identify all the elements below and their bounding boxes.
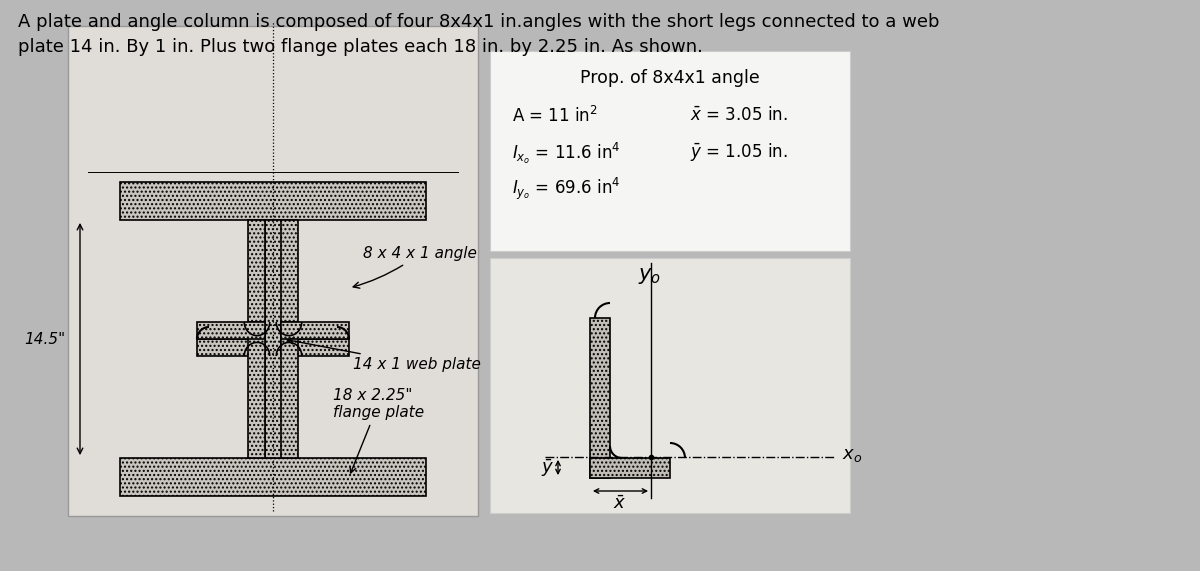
Bar [265,220,282,458]
Text: $y_o$: $y_o$ [638,266,661,286]
Text: $\bar{x}$: $\bar{x}$ [613,495,626,513]
Text: $\bar{y}$ = 1.05 in.: $\bar{y}$ = 1.05 in. [690,141,787,163]
Text: $\bar{x}$ = 3.05 in.: $\bar{x}$ = 3.05 in. [690,106,787,124]
Bar [120,458,426,496]
Bar [248,322,265,458]
Bar [248,220,265,356]
Text: Prop. of 8x4x1 angle: Prop. of 8x4x1 angle [580,69,760,87]
Text: $I_{x_o}$ = 11.6 in$^4$: $I_{x_o}$ = 11.6 in$^4$ [512,141,620,166]
Text: 14.5": 14.5" [24,332,65,347]
Text: $I_{y_o}$ = 69.6 in$^4$: $I_{y_o}$ = 69.6 in$^4$ [512,176,620,202]
Bar [120,182,426,220]
Text: $x_o$: $x_o$ [842,446,863,464]
Text: $\bar{y}$: $\bar{y}$ [541,457,554,479]
Bar [281,220,298,356]
Bar [281,322,298,458]
Text: 8 x 4 x 1 angle: 8 x 4 x 1 angle [353,246,476,288]
Text: A = 11 in$^2$: A = 11 in$^2$ [512,106,598,126]
Bar [197,322,265,339]
Text: A plate and angle column is composed of four 8x4x1 in.angles with the short legs: A plate and angle column is composed of … [18,13,940,31]
Text: 18 x 2.25"
flange plate: 18 x 2.25" flange plate [334,388,424,473]
Bar [68,26,478,516]
Text: 14 x 1 web plate: 14 x 1 web plate [287,338,481,372]
Bar [281,322,349,339]
Bar [197,339,265,356]
Text: plate 14 in. By 1 in. Plus two flange plates each 18 in. by 2.25 in. As shown.: plate 14 in. By 1 in. Plus two flange pl… [18,38,703,56]
Bar [490,258,850,513]
Bar [490,51,850,251]
Bar [281,339,349,356]
Bar [590,318,610,478]
Bar [590,458,670,478]
